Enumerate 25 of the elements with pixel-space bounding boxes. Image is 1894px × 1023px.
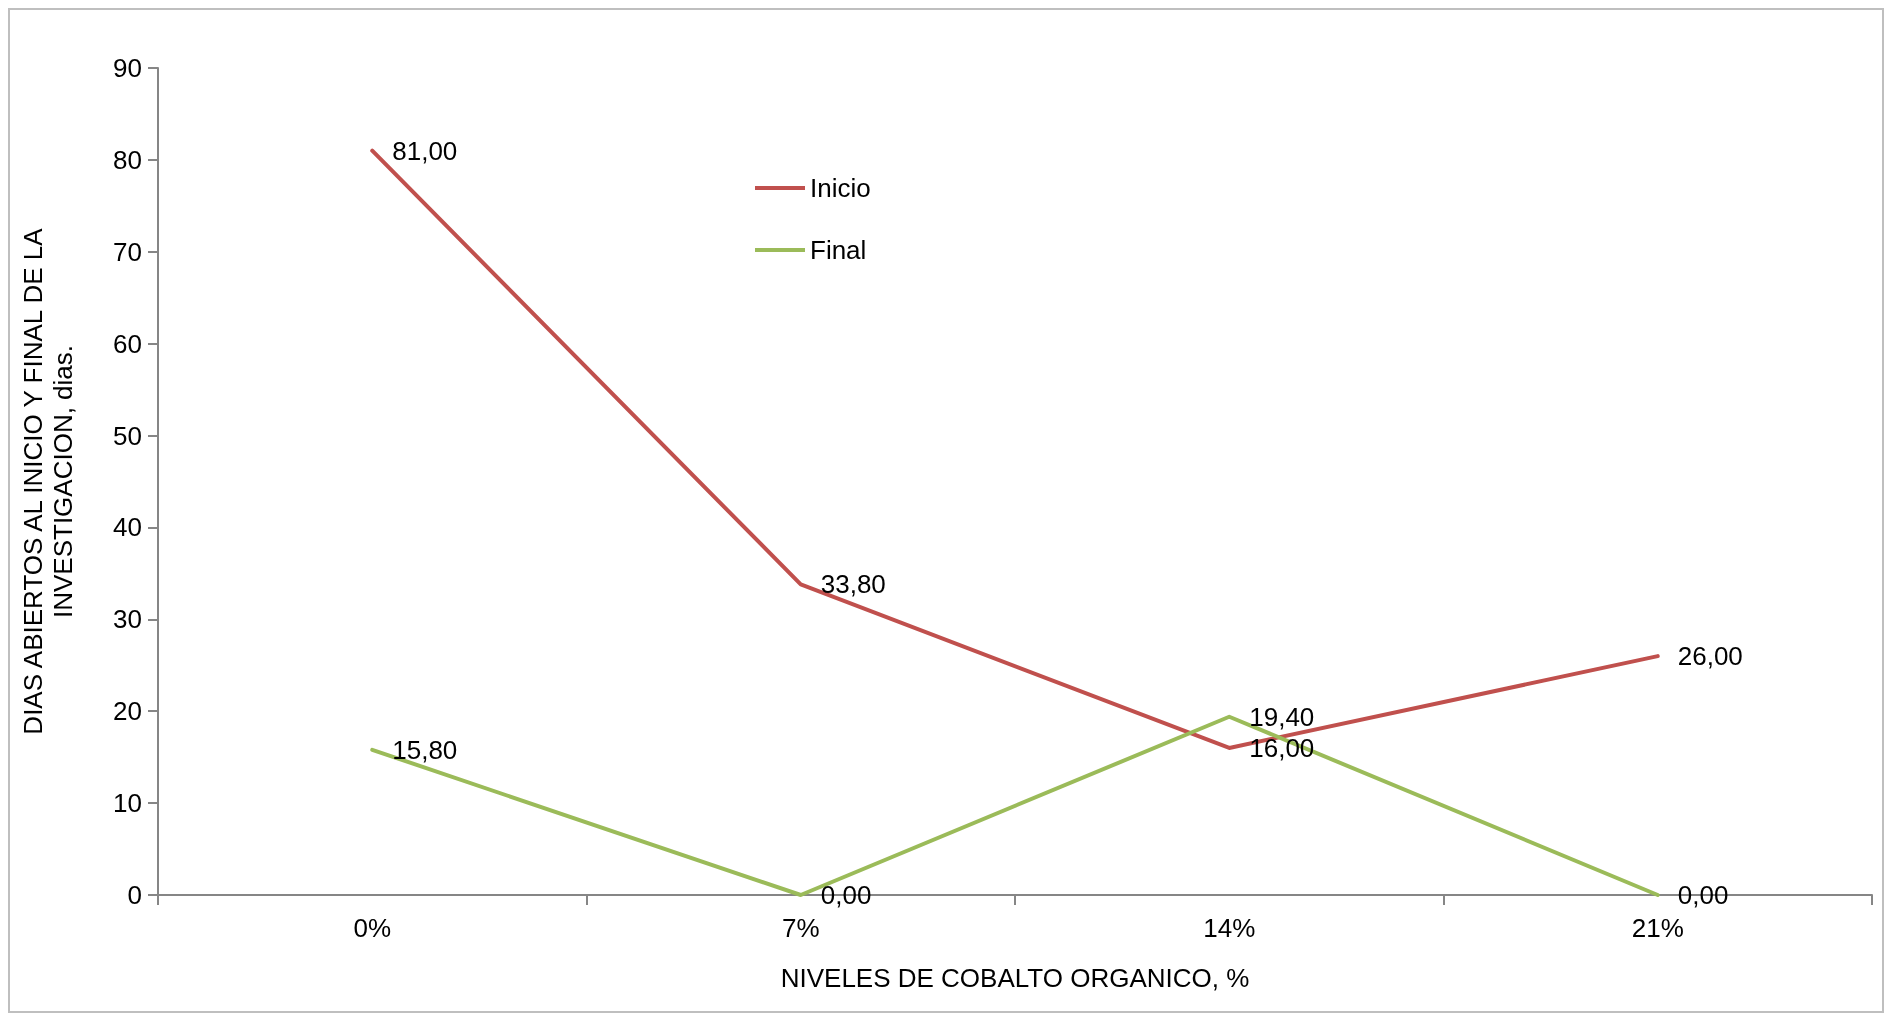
y-tick-label: 20 [113, 696, 142, 727]
data-label: 15,80 [392, 734, 458, 765]
x-tick-label: 0% [353, 913, 392, 943]
y-tick-label: 50 [113, 420, 142, 451]
data-label: 81,00 [392, 135, 458, 166]
data-label: 19,40 [1249, 701, 1315, 732]
y-tick-label: 60 [113, 328, 142, 359]
y-tick-label: 30 [113, 604, 142, 635]
y-tick-label: 10 [113, 788, 142, 819]
data-label: 26,00 [1677, 641, 1743, 672]
y-tick-label: 40 [113, 512, 142, 543]
y-tick-label: 90 [113, 53, 142, 83]
y-tick-label: 70 [113, 236, 142, 267]
x-axis-title: NIVELES DE COBALTO ORGANICO, % [780, 963, 1250, 993]
y-axis-title: DIAS ABIERTOS AL INICIO Y FINAL DE LA INVESTIGACION, dias. [18, 227, 78, 735]
legend-label: Inicio [810, 173, 871, 203]
x-tick-label: 7% [781, 913, 820, 943]
y-tick-label: 80 [113, 144, 142, 175]
legend-label: Final [810, 235, 867, 265]
y-tick-label: 0 [127, 880, 142, 910]
x-tick-label: 14% [1203, 913, 1256, 943]
x-tick-label: 21% [1631, 913, 1684, 943]
data-label: 33,80 [820, 569, 886, 600]
data-label: 0,00 [1677, 880, 1729, 910]
data-label: 0,00 [820, 880, 872, 910]
